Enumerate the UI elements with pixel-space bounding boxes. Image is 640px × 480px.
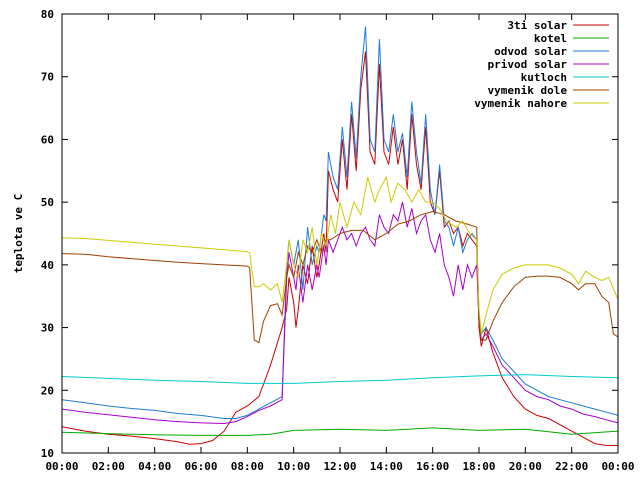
x-tick-label: 14:00: [370, 460, 403, 473]
y-tick-label: 80: [41, 8, 54, 21]
legend-label: kotel: [534, 32, 567, 45]
y-tick-label: 30: [41, 322, 54, 335]
series-line-1: [61, 427, 619, 436]
x-tick-label: 06:00: [184, 460, 217, 473]
legend-label: vymenik dole: [488, 84, 568, 97]
legend-label: kutloch: [521, 71, 567, 84]
y-tick-label: 50: [41, 196, 54, 209]
x-tick-label: 16:00: [416, 460, 449, 473]
y-tick-label: 40: [41, 259, 54, 272]
y-tick-label: 20: [41, 384, 54, 397]
y-tick-label: 10: [41, 447, 54, 460]
y-axis-label: teplota ve C: [12, 194, 25, 273]
x-tick-label: 18:00: [462, 460, 495, 473]
x-tick-label: 00:00: [45, 460, 78, 473]
y-tick-label: 70: [41, 71, 54, 84]
x-tick-label: 00:00: [601, 460, 634, 473]
series-line-6: [61, 175, 619, 334]
series-layer: [61, 26, 619, 446]
legend-label: vymenik nahore: [474, 97, 567, 110]
x-tick-label: 10:00: [277, 460, 310, 473]
legend-label: privod solar: [488, 58, 568, 71]
x-tick-label: 20:00: [509, 460, 542, 473]
x-tick-label: 04:00: [138, 460, 171, 473]
x-tick-label: 08:00: [231, 460, 264, 473]
series-line-3: [61, 201, 619, 425]
series-line-0: [61, 51, 618, 446]
x-tick-label: 12:00: [323, 460, 356, 473]
x-tick-label: 22:00: [555, 460, 588, 473]
series-line-5: [61, 210, 619, 344]
ticks-layer: 10 20 30 40 50 60 70 80 00:00 02:00 04:00 06:00 08:0…: [41, 8, 635, 473]
y-tick-label: 60: [41, 133, 54, 146]
series-line-4: [61, 374, 619, 384]
legend-label: odvod solar: [494, 45, 567, 58]
legend-label: 3ti solar: [507, 19, 567, 32]
x-tick-label: 02:00: [92, 460, 125, 473]
